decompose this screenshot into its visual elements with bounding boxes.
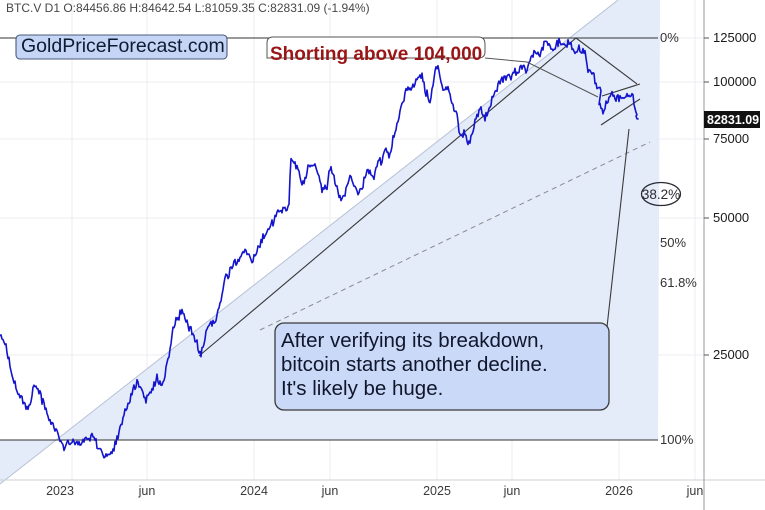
- svg-text:BTC.V D1 O:84456.86 H:846: BTC.V D1 O:84456.86 H:84642.54 L:81059.3…: [6, 1, 370, 15]
- svg-text:0%: 0%: [660, 30, 679, 45]
- svg-text:75000: 75000: [713, 131, 749, 146]
- svg-text:jun: jun: [138, 484, 156, 498]
- svg-text:50000: 50000: [713, 210, 749, 225]
- svg-text:61.8%: 61.8%: [660, 275, 697, 290]
- svg-text:2025: 2025: [423, 484, 451, 498]
- svg-text:2026: 2026: [605, 484, 633, 498]
- svg-text:25000: 25000: [713, 347, 749, 362]
- svg-text:82831.09: 82831.09: [707, 113, 759, 127]
- svg-text:50%: 50%: [660, 235, 686, 250]
- svg-text:100000: 100000: [713, 74, 756, 89]
- svg-text:jun: jun: [686, 484, 704, 498]
- svg-text:125000: 125000: [713, 30, 756, 45]
- svg-text:bitcoin starts another decline: bitcoin starts another decline.: [281, 353, 548, 376]
- svg-text:It's likely be huge.: It's likely be huge.: [281, 377, 443, 400]
- svg-text:2023: 2023: [46, 484, 74, 498]
- svg-text:100%: 100%: [660, 432, 694, 447]
- svg-text:GoldPriceForecast.com: GoldPriceForecast.com: [21, 35, 225, 57]
- svg-text:Shorting above 104,000: Shorting above 104,000: [270, 44, 482, 65]
- svg-text:After verifying its breakdown,: After verifying its breakdown,: [281, 329, 544, 352]
- svg-text:2024: 2024: [240, 484, 268, 498]
- svg-text:jun: jun: [321, 484, 339, 498]
- svg-text:38.2%: 38.2%: [642, 187, 680, 202]
- svg-text:jun: jun: [503, 484, 521, 498]
